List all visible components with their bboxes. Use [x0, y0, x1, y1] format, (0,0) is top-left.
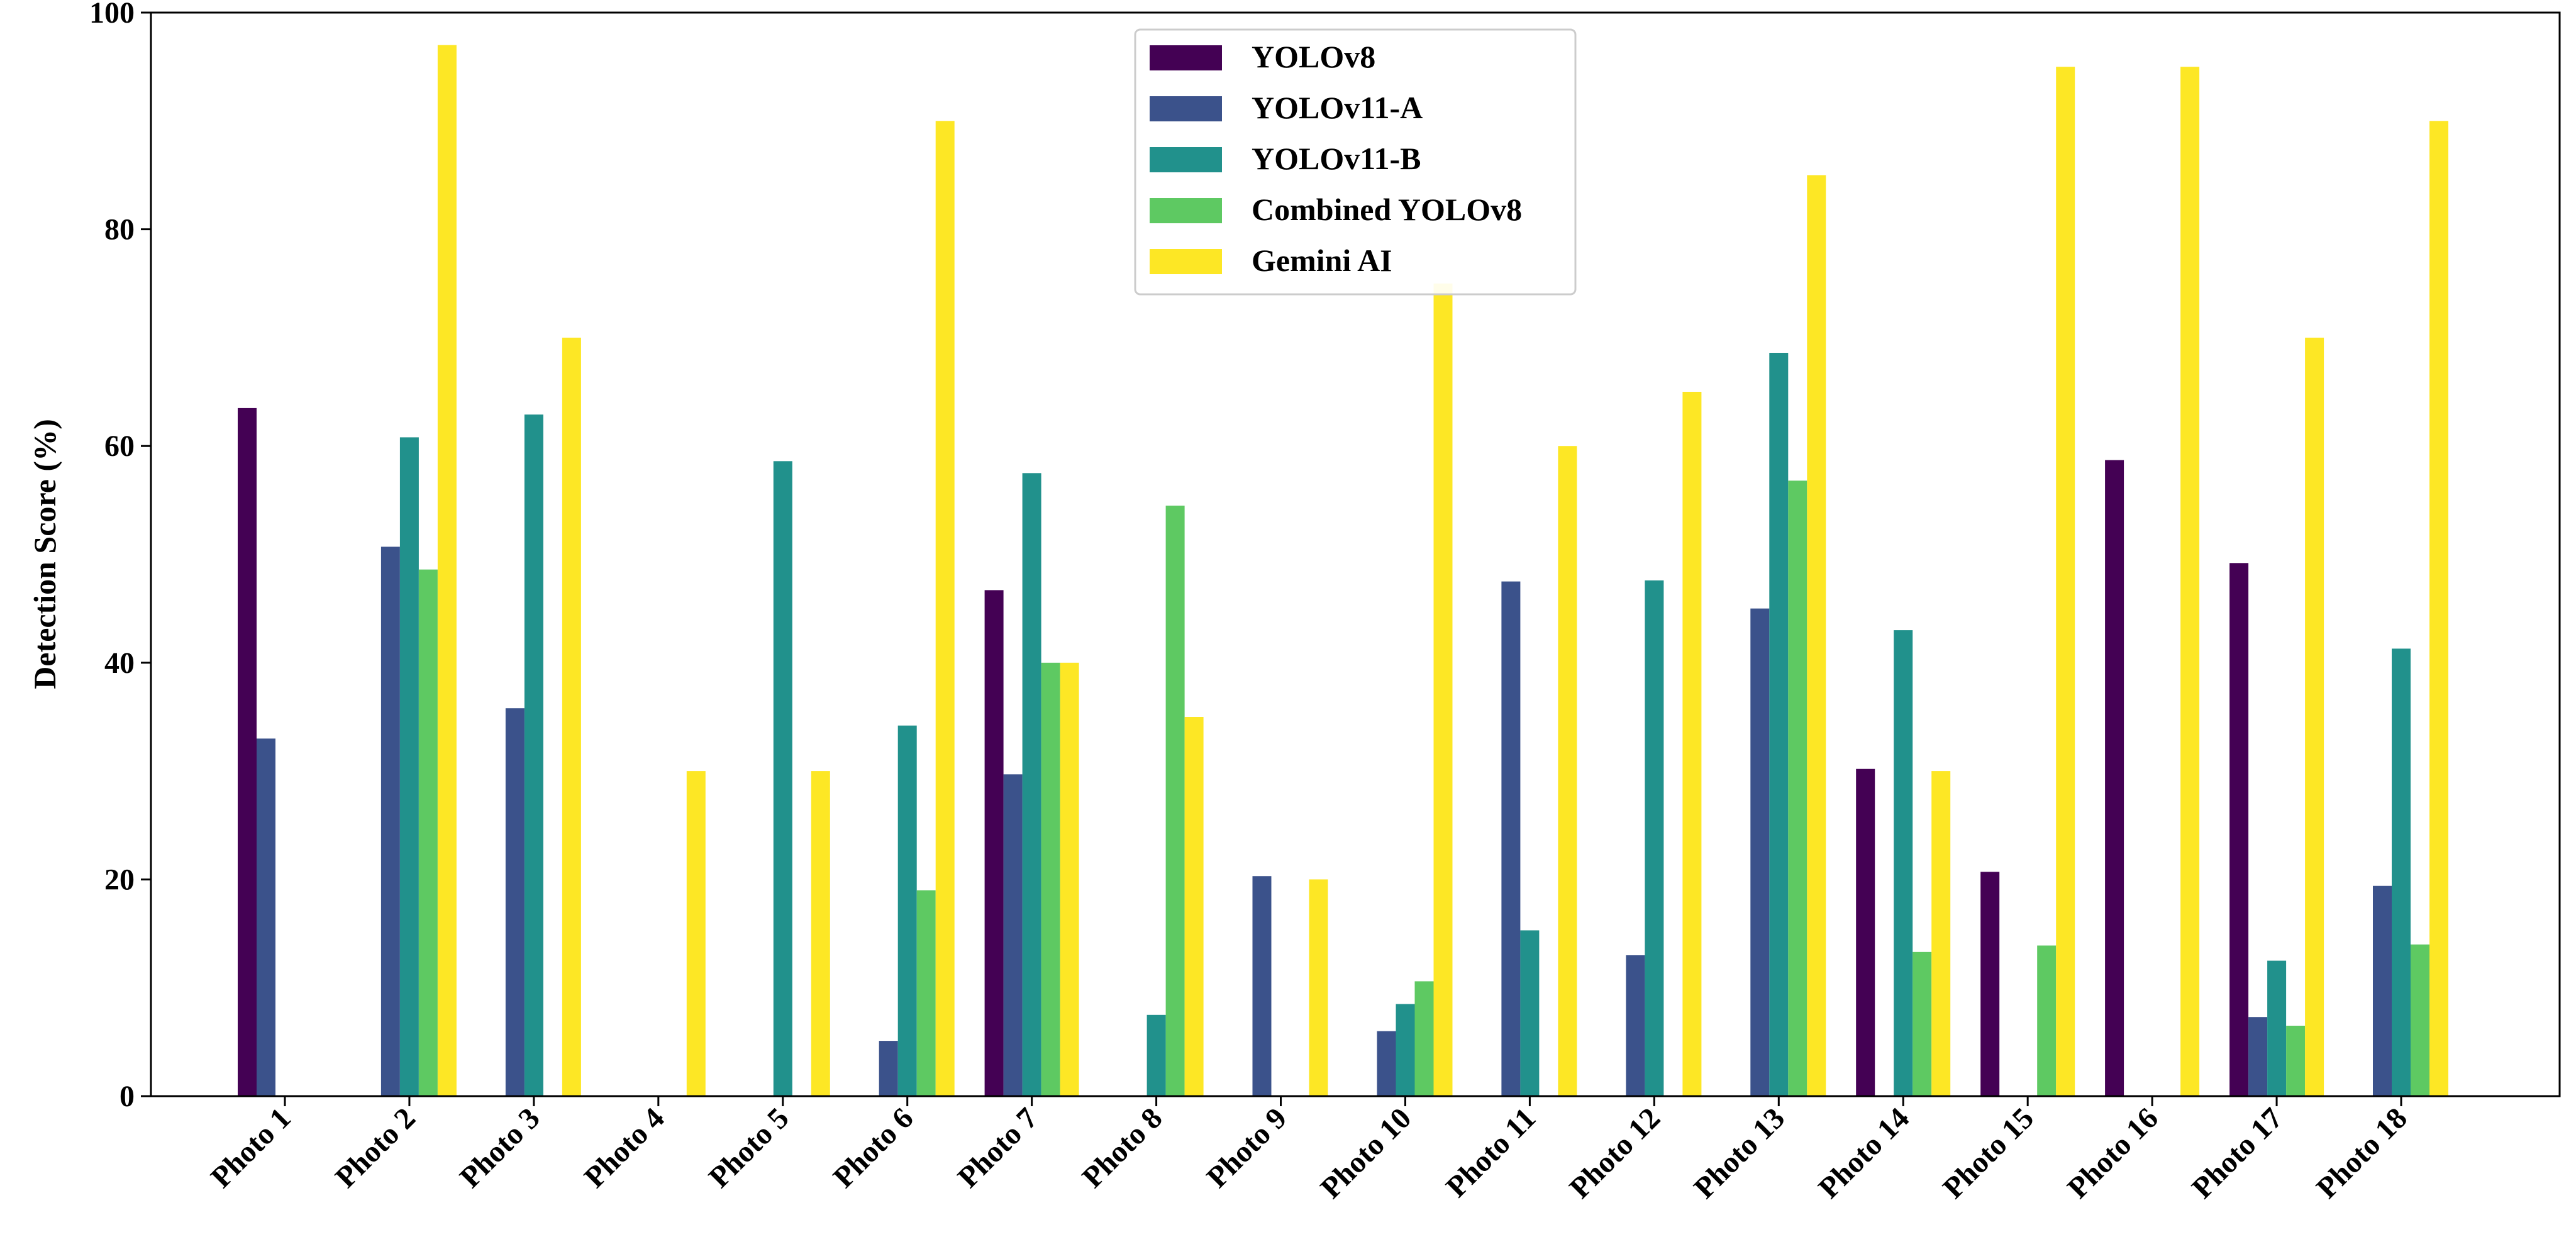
- bar: [1041, 662, 1060, 1096]
- bar: [1165, 506, 1185, 1096]
- bars-group: [238, 45, 2448, 1097]
- bar: [1003, 774, 1023, 1096]
- bar: [984, 590, 1004, 1096]
- legend-label: YOLOv8: [1252, 39, 1375, 74]
- bar: [2411, 944, 2429, 1096]
- bar: [505, 708, 525, 1096]
- legend-swatch: [1150, 147, 1222, 172]
- bar: [1769, 353, 1789, 1096]
- y-axis: 0 20 40 60 80 100: [89, 0, 151, 1113]
- bar: [437, 45, 457, 1097]
- bar: [2105, 460, 2124, 1096]
- bar: [916, 890, 936, 1096]
- bar: [1184, 717, 1204, 1096]
- bar: [686, 771, 706, 1096]
- bar: [2056, 67, 2075, 1097]
- legend-box: [1134, 28, 1577, 296]
- bar: [1807, 175, 1826, 1096]
- bar: [2373, 885, 2392, 1096]
- legend-label: YOLOv11-B: [1252, 141, 1421, 176]
- bar: [380, 547, 400, 1096]
- bar: [1433, 283, 1453, 1097]
- legend-label: Gemini AI: [1252, 243, 1392, 278]
- bar: [1501, 581, 1521, 1096]
- plot-frame: [150, 11, 2561, 1097]
- bar: [524, 414, 543, 1097]
- bar: [2037, 945, 2057, 1096]
- bar: [418, 569, 438, 1096]
- bar: [1980, 872, 2000, 1096]
- y-tick-label: 80: [104, 213, 135, 247]
- bar: [1060, 662, 1079, 1096]
- bar: [1377, 1031, 1396, 1096]
- bar: [1252, 876, 1272, 1096]
- bar: [1520, 930, 1540, 1096]
- bar: [2305, 337, 2324, 1096]
- bar: [1682, 392, 1702, 1096]
- bar: [1396, 1004, 1415, 1096]
- bar: [2286, 1026, 2306, 1096]
- bar: [2180, 67, 2200, 1097]
- bar: [2392, 648, 2411, 1096]
- bar: [1894, 630, 1913, 1096]
- bar: [1931, 771, 1951, 1096]
- bar: [1856, 768, 1875, 1096]
- bar: [2229, 563, 2249, 1096]
- bar: [1913, 952, 1932, 1096]
- bar: [811, 771, 830, 1096]
- legend-label: YOLOv11-A: [1252, 90, 1423, 125]
- legend-swatch: [1150, 249, 1222, 274]
- y-tick-label: 20: [104, 863, 135, 896]
- legend-swatch: [1150, 45, 1222, 70]
- bar: [1022, 473, 1041, 1096]
- bar: [1626, 955, 1645, 1096]
- bar: [879, 1041, 898, 1096]
- bar: [1645, 580, 1664, 1096]
- bar: [1750, 608, 1770, 1096]
- bar: [1788, 480, 1807, 1096]
- legend-label: Combined YOLOv8: [1252, 192, 1522, 227]
- legend-swatch: [1150, 96, 1222, 121]
- bar: [897, 725, 917, 1096]
- bar: [562, 337, 581, 1096]
- y-tick-label: 60: [104, 430, 135, 463]
- bar: [1558, 446, 1577, 1097]
- bar: [935, 121, 955, 1096]
- y-tick-label: 40: [104, 646, 135, 680]
- bar: [238, 408, 257, 1096]
- y-tick-label: 0: [119, 1080, 135, 1113]
- bar: [1146, 1014, 1166, 1096]
- bar: [1414, 981, 1434, 1096]
- y-axis-title: Detection Score (%): [27, 419, 62, 689]
- y-tick-label: 100: [89, 0, 135, 30]
- bar: [773, 461, 792, 1096]
- bar: [399, 437, 419, 1096]
- legend-swatch: [1150, 198, 1222, 223]
- bar: [2267, 960, 2287, 1096]
- bar: [1309, 879, 1328, 1096]
- bar: [2429, 121, 2448, 1096]
- bar: [2248, 1017, 2268, 1096]
- legend: YOLOv8 YOLOv11-A YOLOv11-B Combined YOLOv8 G…: [1134, 28, 1577, 296]
- bar: [257, 738, 275, 1096]
